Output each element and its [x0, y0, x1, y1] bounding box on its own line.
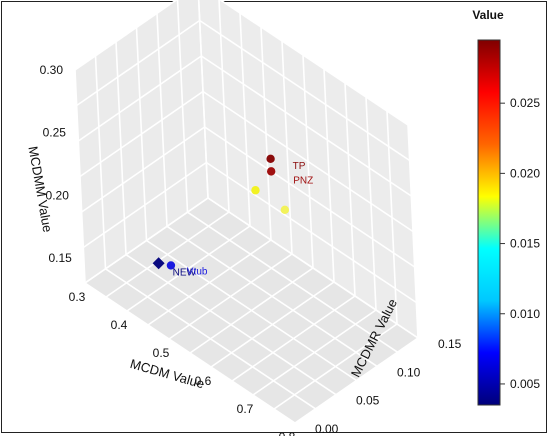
gridline: [125, 254, 337, 396]
colorbar: Value 0.005 0.010 0.015 0.020 0.025: [472, 8, 540, 406]
colorbar-tick-label: 0.025: [510, 96, 540, 110]
gridline: [146, 239, 357, 382]
gridline: [79, 90, 204, 178]
gridline: [105, 268, 316, 410]
point-pnz: [266, 167, 276, 176]
gridline: [166, 225, 378, 367]
gridlines: [74, 0, 419, 424]
gridline: [76, 19, 201, 107]
tick-labels: 0.3 0.4 0.5 0.6 0.7 0.8 0.00 0.05 0.10 0.15 0.15 0.…: [40, 63, 462, 436]
gridline: [205, 161, 417, 304]
gridline: [200, 55, 412, 197]
point-label: Vtub: [187, 266, 208, 277]
z-tick-label: 0.25: [43, 126, 67, 140]
gridline: [74, 0, 178, 71]
gridline: [204, 126, 416, 268]
gridline: [199, 19, 411, 162]
point-new: [152, 257, 165, 270]
x-tick-label: 0.8: [279, 430, 296, 436]
gridline: [202, 90, 414, 233]
point-vtub: [166, 261, 176, 270]
colorbar-tick-label: 0.020: [510, 166, 540, 180]
point-tp: [266, 154, 275, 164]
z-tick-label: 0.20: [46, 188, 70, 202]
colorbar-tick-label: 0.010: [510, 307, 540, 321]
y-tick-label: 0.10: [397, 365, 421, 379]
gridline: [187, 211, 398, 353]
gridline: [81, 126, 206, 213]
colorbar-tick-label: 0.005: [510, 377, 540, 391]
y-tick-label: 0.00: [315, 422, 339, 436]
point-label: NEW: [173, 267, 197, 278]
colorbar-title: Value: [472, 8, 504, 22]
gridline: [207, 197, 419, 339]
gridline: [84, 282, 296, 424]
z-tick-label: 0.15: [48, 251, 72, 265]
y-tick-label: 0.15: [438, 337, 462, 351]
point-unlabeled: [280, 205, 290, 215]
x-tick-label: 0.4: [111, 318, 128, 332]
y-tick-label: 0.05: [356, 394, 380, 408]
point-label: TP: [293, 161, 306, 172]
z-tick-label: 0.30: [40, 63, 64, 77]
x-tick-label: 0.7: [237, 402, 254, 416]
point-unlabeled: [251, 186, 260, 195]
point-label: PNZ: [293, 175, 313, 186]
gridline: [82, 161, 207, 249]
colorbar-gradient: [477, 39, 501, 406]
gridline: [84, 197, 209, 284]
x-tick-label: 0.6: [195, 374, 212, 388]
x-axis-label: MCDM Value: [128, 356, 206, 391]
gridline: [77, 55, 202, 142]
gridline: [219, 0, 409, 126]
colorbar-tick-label: 0.015: [510, 237, 540, 251]
x-tick-label: 0.5: [153, 346, 170, 360]
x-tick-label: 0.3: [69, 290, 86, 304]
